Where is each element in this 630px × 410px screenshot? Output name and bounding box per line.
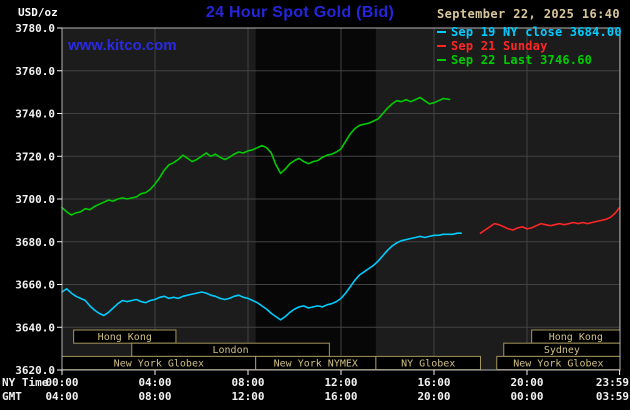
legend-label: Sep 19 NY close 3684.00	[451, 25, 622, 39]
y-axis-label: 3720.0	[15, 150, 55, 163]
chart-title: 24 Hour Spot Gold (Bid)	[205, 4, 395, 21]
chart-timestamp: September 22, 2025 16:40	[437, 7, 620, 21]
x-axis-label-ny: 16:00	[417, 376, 450, 389]
legend-dash-icon	[437, 31, 446, 33]
x-axis-label-gmt: 08:00	[138, 390, 171, 403]
x-axis-label-gmt: 20:00	[417, 390, 450, 403]
y-axis-label: 3620.0	[15, 364, 55, 377]
session-label: New York Globex	[114, 358, 204, 369]
series-line-sep21	[479, 206, 621, 234]
session-label: Sydney	[544, 345, 580, 356]
session-label: London	[213, 345, 249, 356]
session-label: Hong Kong	[549, 332, 603, 343]
legend-dash-icon	[437, 45, 446, 47]
y-axis-label: 3680.0	[15, 236, 55, 249]
x-axis-label-gmt: 00:00	[510, 390, 543, 403]
y-axis-label: 3700.0	[15, 193, 55, 206]
x-axis-label-gmt: 12:00	[231, 390, 264, 403]
x-axis-label-ny: 00:00	[45, 376, 78, 389]
x-axis-label-ny: 20:00	[510, 376, 543, 389]
x-axis-label-gmt: 16:00	[324, 390, 357, 403]
kitco-watermark-link[interactable]: www.kitco.com	[68, 37, 177, 54]
x-axis-label-ny: 08:00	[231, 376, 264, 389]
session-label: New York Globex	[513, 358, 603, 369]
series-line-sep19	[61, 232, 463, 321]
y-axis-label: 3740.0	[15, 108, 55, 121]
x-axis-label-ny: 12:00	[324, 376, 357, 389]
session-label: NY Globex	[401, 358, 455, 369]
x-axis-label-gmt: 04:00	[45, 390, 78, 403]
chart-legend: Sep 19 NY close 3684.00 Sep 21 Sunday Sep …	[437, 25, 622, 67]
legend-label: Sep 21 Sunday	[451, 39, 548, 53]
y-axis-label: 3660.0	[15, 279, 55, 292]
x-axis-label-ny: 23:59	[596, 376, 629, 389]
session-box	[73, 329, 177, 344]
y-axis-label: 3780.0	[15, 22, 55, 35]
x-axis-label-ny: 04:00	[138, 376, 171, 389]
y-axis-label: 3640.0	[15, 321, 55, 334]
legend-item-sep22: Sep 22 Last 3746.60	[437, 53, 622, 67]
x-axis-label-gmt: 03:59	[596, 390, 629, 403]
y-axis-label: 3760.0	[15, 65, 55, 78]
legend-item-sep21: Sep 21 Sunday	[437, 39, 622, 53]
legend-item-sep19: Sep 19 NY close 3684.00	[437, 25, 622, 39]
legend-label: Sep 22 Last 3746.60	[451, 53, 593, 67]
series-line-sep22	[61, 96, 451, 216]
legend-dash-icon	[437, 59, 446, 61]
y-axis-unit-label: USD/oz	[18, 6, 58, 19]
ny-time-axis-label: NY Time	[2, 376, 49, 389]
session-label: Hong Kong	[98, 332, 152, 343]
gmt-axis-label: GMT	[2, 390, 22, 403]
session-label: New York NYMEX	[274, 358, 358, 369]
